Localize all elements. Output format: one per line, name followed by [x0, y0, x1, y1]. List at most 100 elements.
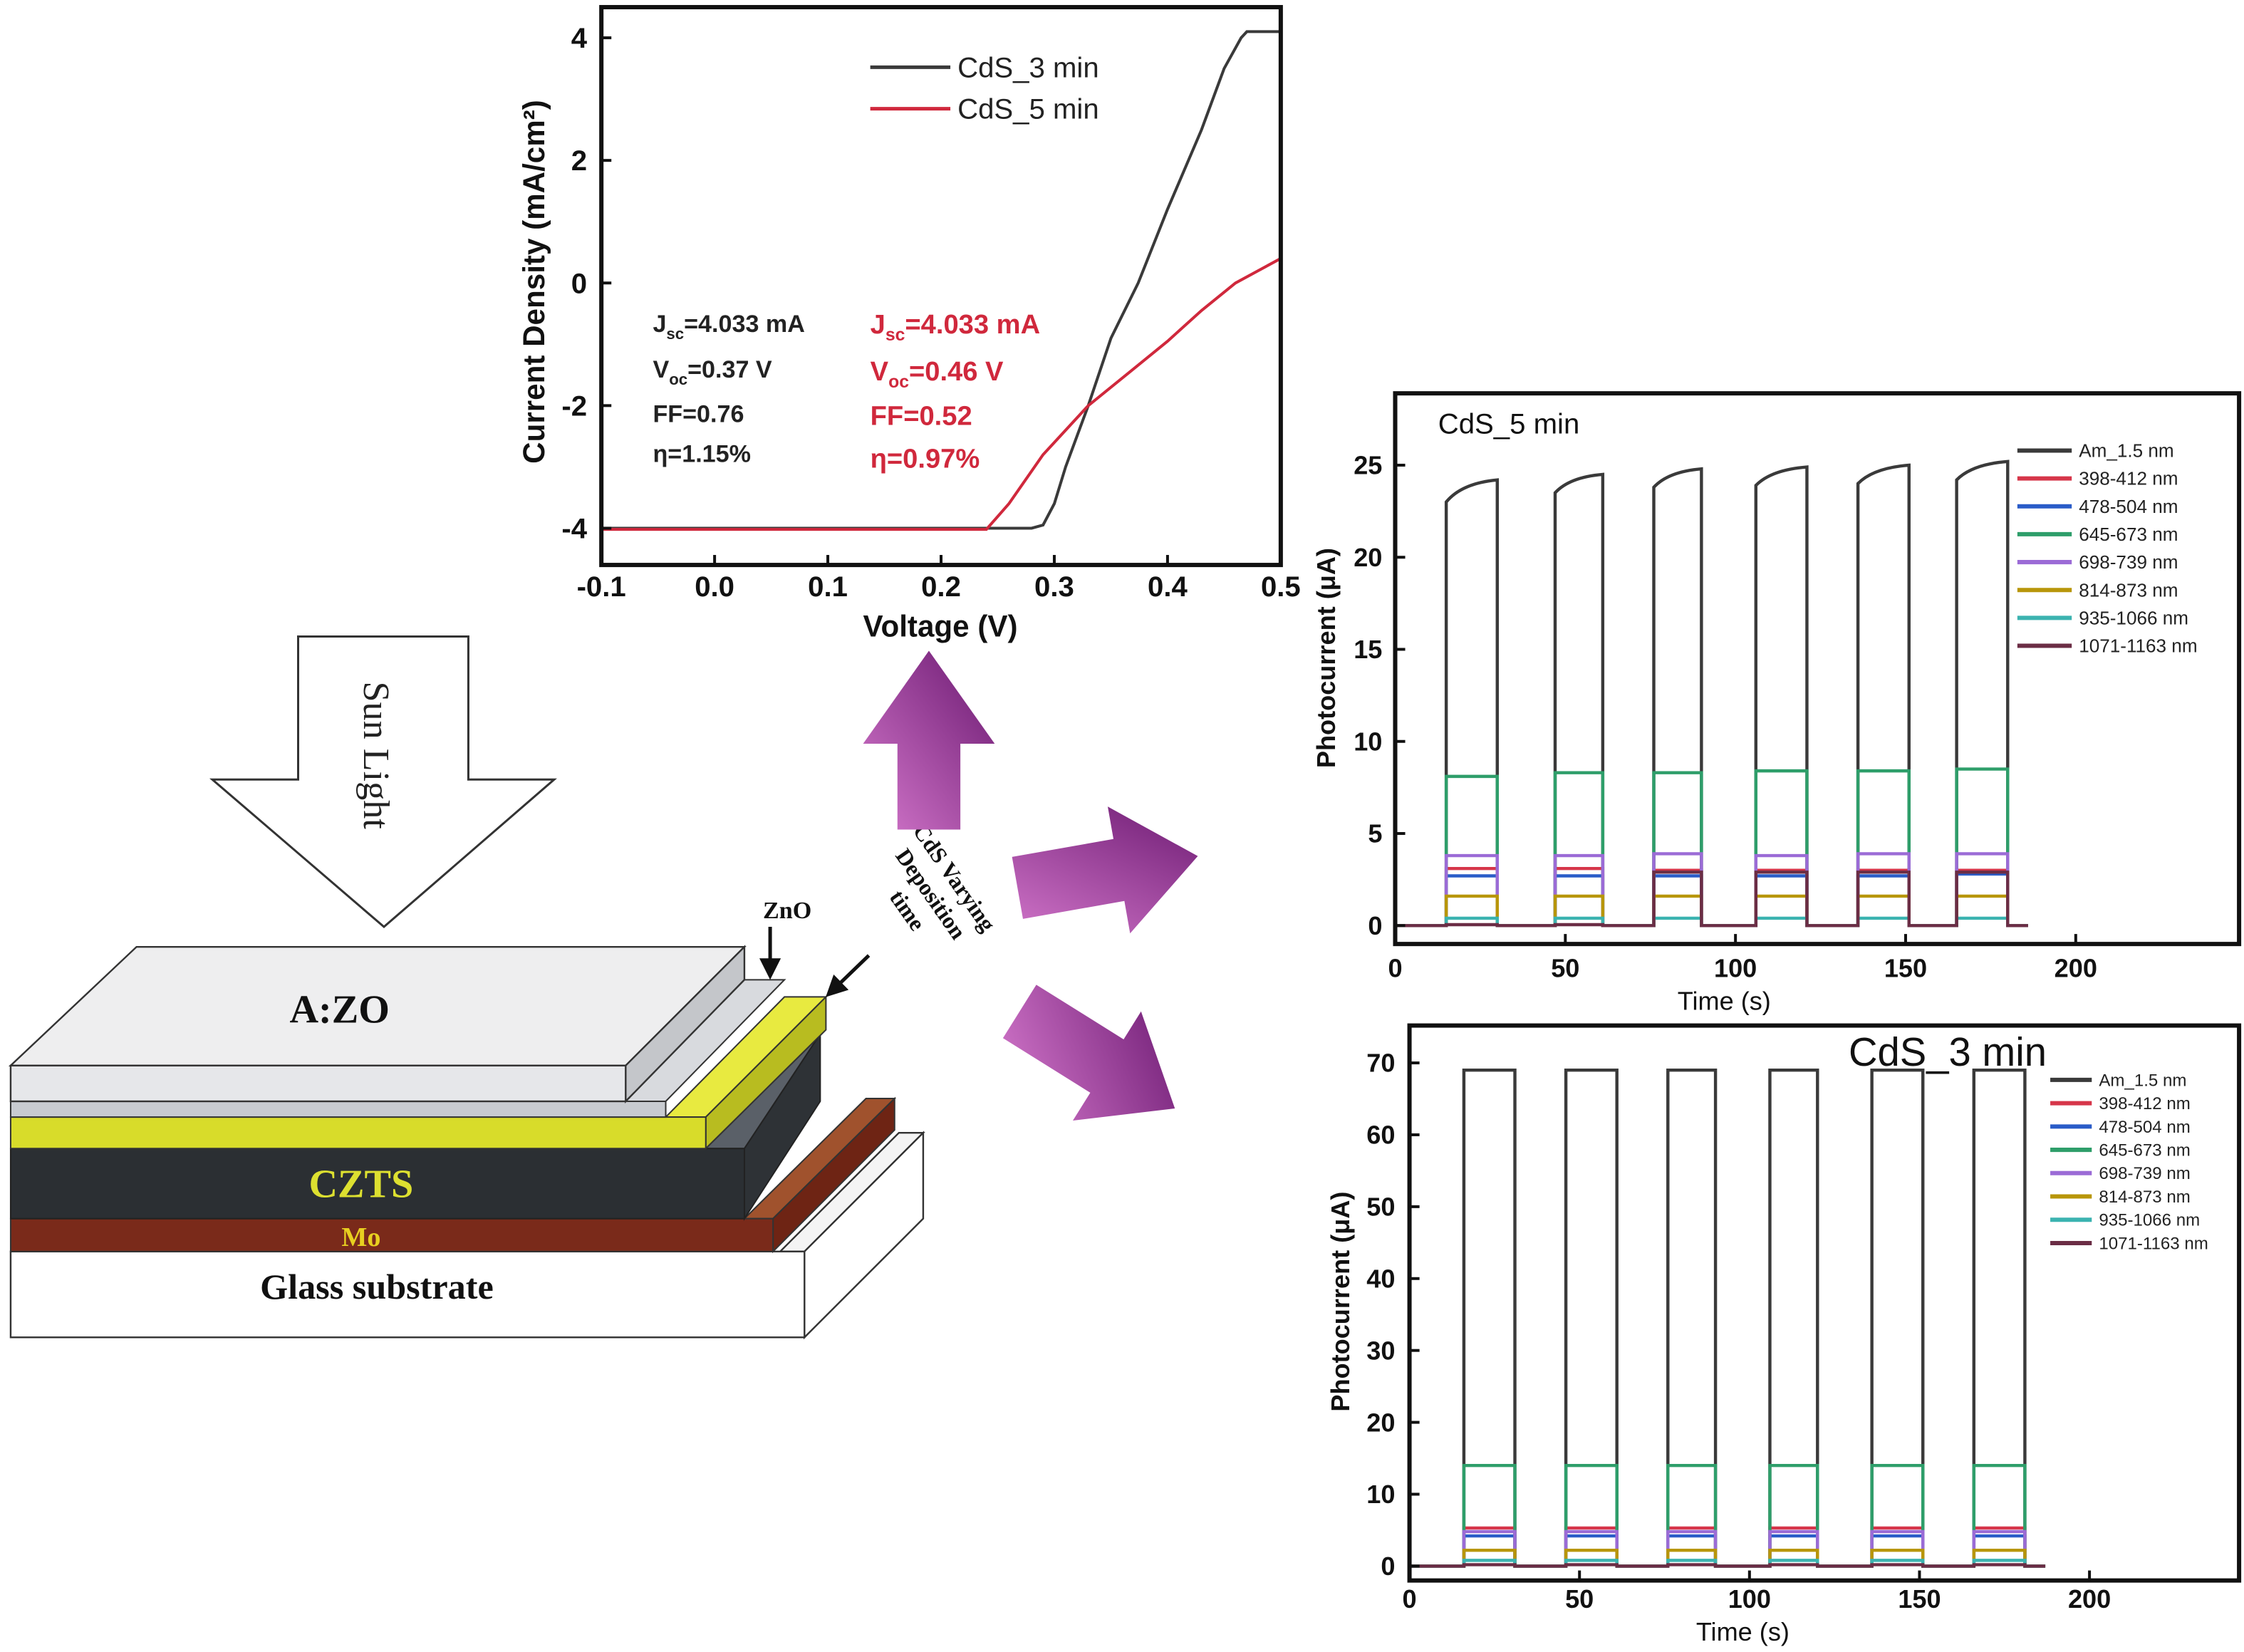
annotation-value: =0.46 V	[909, 356, 1004, 387]
y-tick-label: 15	[1354, 635, 1382, 664]
annotation-main: J	[653, 311, 666, 338]
y-tick-label: 70	[1366, 1049, 1395, 1078]
legend-label: 935-1066 nm	[2079, 608, 2188, 629]
chart-title: CdS_3 min	[1849, 1029, 2047, 1074]
annotation-main: η=0.97%	[871, 444, 980, 474]
y-tick-label: 40	[1366, 1264, 1395, 1293]
legend-label: CdS_5 min	[957, 93, 1099, 125]
y-tick-label: 10	[1366, 1480, 1395, 1509]
legend-label: 478-504 nm	[2079, 496, 2178, 517]
legend: CdS_3 min CdS_5 min	[870, 51, 1099, 125]
annotation-main: FF=0.76	[653, 400, 744, 427]
legend: Am_1.5 nm 398-412 nm 478-504 nm 645-673 nm 6…	[2017, 440, 2198, 657]
plot-frame	[1407, 1023, 2242, 1583]
legend-label: 645-673 nm	[2099, 1141, 2191, 1160]
x-tick-label: 200	[2068, 1584, 2111, 1614]
y-axis-label: Current Density (mA/cm²)	[517, 100, 551, 464]
legend-label: 398-412 nm	[2099, 1094, 2191, 1113]
series-line-8	[1409, 1563, 2046, 1568]
legend-label: 935-1066 nm	[2099, 1211, 2200, 1230]
legend-label: 478-504 nm	[2099, 1118, 2191, 1137]
x-tick-label: 50	[1565, 1584, 1594, 1614]
x-tick-label: 150	[1884, 953, 1927, 982]
plot-frame	[599, 5, 1283, 568]
chart-title: CdS_5 min	[1438, 407, 1580, 440]
annotation-line: η=1.15%	[653, 441, 751, 468]
x-axis-label: Time (s)	[1696, 1617, 1790, 1646]
photocurrent-3min-chart: 0 50 100 150 200 0 10 20 30 40 50 60 70 Time (s) Photo…	[1326, 1023, 2242, 1646]
x-tick-label: 0.3	[1034, 571, 1074, 603]
x-tick-label: 0.1	[808, 571, 848, 603]
x-tick-label: 100	[1728, 1584, 1771, 1614]
zno-label: ZnO	[763, 898, 811, 924]
down-right-arrow-icon	[1002, 985, 1175, 1121]
annotation-subscript: oc	[888, 373, 909, 392]
annotation-value: =4.033 mA	[684, 311, 805, 338]
y-tick-label: 25	[1354, 451, 1382, 480]
sun-light-label: Sun Light	[355, 681, 397, 829]
series-line-8	[1395, 871, 2028, 928]
series-line-5	[1395, 852, 2028, 928]
annotation-line: η=0.97%	[871, 444, 980, 474]
y-tick-label: 20	[1354, 543, 1382, 572]
glass-substrate-layer: Glass substrate	[9, 1131, 925, 1340]
y-axis-label: Photocurrent (μA)	[1311, 548, 1341, 768]
mo-label: Mo	[341, 1222, 380, 1252]
legend-label: 1071-1163 nm	[2099, 1234, 2208, 1253]
annotation-line: Voc=0.37 V	[653, 356, 772, 388]
x-tick-label: 0.0	[695, 571, 734, 603]
y-tick-label: 20	[1366, 1408, 1395, 1437]
annotation-main: V	[871, 356, 889, 387]
x-axis-label: Time (s)	[1678, 987, 1771, 1016]
legend-label: 645-673 nm	[2079, 524, 2178, 545]
x-tick-label: 0.4	[1148, 571, 1188, 603]
x-tick-label: 0.2	[921, 571, 961, 603]
up-arrow-icon	[863, 650, 995, 830]
y-tick-label: 30	[1366, 1336, 1395, 1365]
series-group	[1395, 459, 2028, 928]
series-line-2	[601, 257, 1282, 531]
series-line-1	[1409, 1068, 2046, 1568]
y-tick-label: 0	[1381, 1552, 1395, 1581]
annotation-value: =4.033 mA	[905, 309, 1040, 340]
glass-substrate-label: Glass substrate	[260, 1267, 494, 1306]
y-tick-label: 0	[1368, 911, 1382, 940]
annotation-subscript: sc	[666, 325, 684, 343]
legend-label: Am_1.5 nm	[2099, 1071, 2186, 1090]
y-tick-label: 10	[1354, 727, 1382, 756]
cds-deposition-note: CdS Varying Deposition time	[885, 819, 1001, 944]
y-tick-label: -4	[561, 513, 587, 545]
y-tick-label: -2	[561, 390, 587, 422]
x-tick-label: -0.1	[577, 571, 626, 603]
azo-label: A:ZO	[289, 988, 390, 1032]
sun-light-arrow	[209, 635, 557, 929]
device-schematic: Sun Light Glass substrate Mo CZTS	[8, 635, 1001, 1340]
y-tick-label: 60	[1366, 1121, 1395, 1150]
annotation-main: FF=0.52	[871, 400, 972, 431]
x-tick-label: 0.5	[1261, 571, 1301, 603]
x-tick-label: 50	[1551, 953, 1579, 982]
plot-frame	[1393, 391, 2242, 947]
series-line-4	[1395, 767, 2028, 928]
annotation-line: FF=0.52	[871, 400, 972, 431]
azo-layer: A:ZO	[8, 945, 747, 1103]
charts: -0.1 0.0 0.1 0.2 0.3 0.4 0.5 -4 -2 0 2 4 Voltage (V)…	[517, 5, 2242, 1646]
right-arrow-icon	[1012, 806, 1198, 934]
cds-layer	[9, 995, 828, 1150]
annotation-line: Jsc=4.033 mA	[871, 309, 1041, 345]
legend-label: 814-873 nm	[2099, 1188, 2191, 1207]
x-tick-label: 100	[1714, 953, 1757, 982]
series-line-6	[1395, 894, 2028, 928]
series-group	[1409, 1068, 2046, 1568]
y-tick-label: 2	[571, 145, 587, 177]
legend-label: 1071-1163 nm	[2079, 635, 2197, 657]
annotation-subscript: oc	[669, 370, 687, 388]
annotation-main: J	[871, 309, 885, 340]
x-tick-label: 200	[2055, 953, 2097, 982]
cds-pointer-arrow	[826, 954, 871, 997]
annotation-main: η=1.15%	[653, 441, 751, 468]
annotation-main: V	[653, 356, 669, 383]
legend-label: Am_1.5 nm	[2079, 440, 2173, 462]
legend-label: 698-739 nm	[2099, 1164, 2191, 1183]
y-axis-label: Photocurrent (μA)	[1326, 1192, 1355, 1412]
